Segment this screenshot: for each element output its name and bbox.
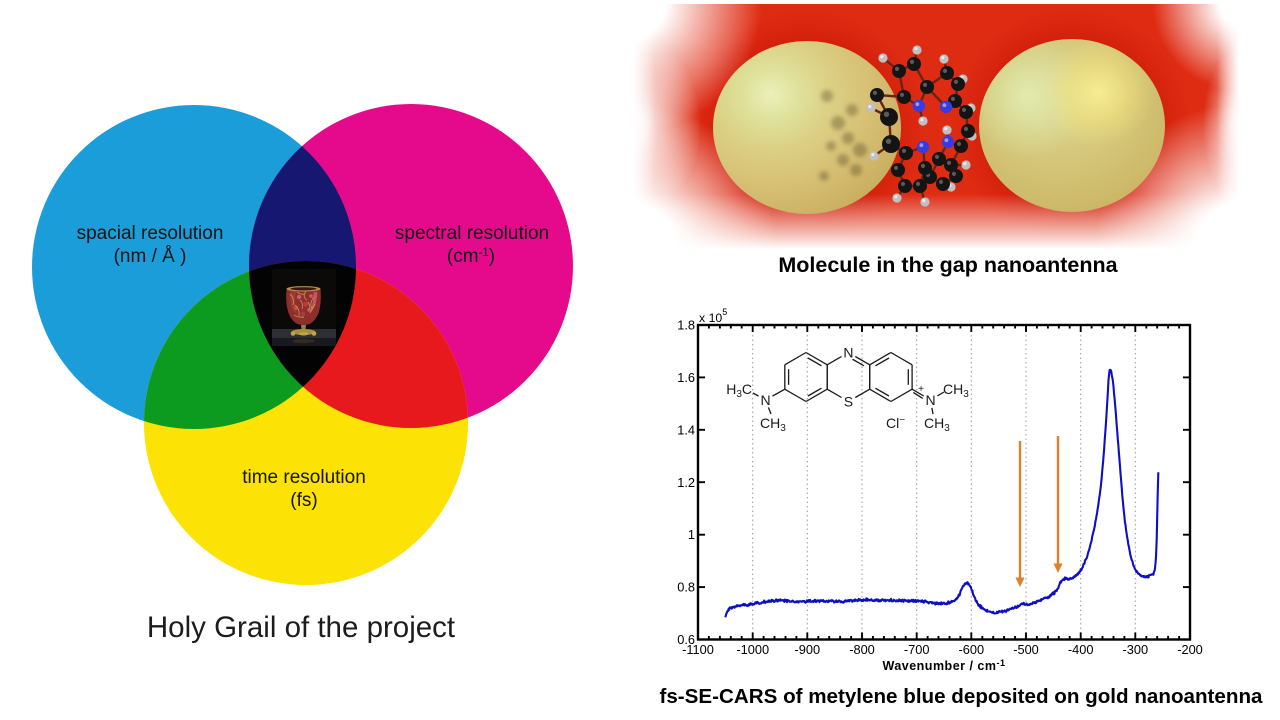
svg-text:-500: -500 [1013, 642, 1039, 657]
svg-text:CH3: CH3 [924, 415, 950, 434]
svg-text:+: + [918, 384, 924, 395]
svg-text:-600: -600 [958, 642, 984, 657]
svg-text:Holy Grail of the project: Holy Grail of the project [147, 611, 455, 644]
svg-text:0.6: 0.6 [677, 632, 695, 647]
svg-text:-1000: -1000 [736, 642, 769, 657]
svg-text:1.4: 1.4 [677, 422, 695, 437]
svg-text:0.8: 0.8 [677, 580, 695, 595]
svg-text:(nm / Å ): (nm / Å ) [114, 246, 187, 267]
svg-text:1: 1 [688, 527, 695, 542]
svg-text:S: S [844, 394, 853, 410]
svg-text:N: N [760, 392, 770, 408]
svg-text:CH3: CH3 [760, 415, 786, 434]
svg-text:1.8: 1.8 [677, 318, 695, 333]
svg-text:spectral resolution: spectral resolution [395, 223, 549, 244]
svg-text:-800: -800 [849, 642, 875, 657]
svg-text:-700: -700 [904, 642, 930, 657]
svg-text:N: N [843, 345, 853, 361]
svg-text:1.6: 1.6 [677, 370, 695, 385]
svg-text:-200: -200 [1177, 642, 1203, 657]
svg-text:-400: -400 [1068, 642, 1094, 657]
svg-text:x 105: x 105 [699, 307, 727, 325]
svg-text:Cl−: Cl− [886, 415, 905, 431]
svg-text:H3C: H3C [726, 381, 752, 400]
svg-text:Wavenumber / cm-1: Wavenumber / cm-1 [882, 658, 1005, 673]
svg-text:-900: -900 [794, 642, 820, 657]
svg-text:-300: -300 [1122, 642, 1148, 657]
svg-text:CH3: CH3 [943, 381, 969, 400]
svg-text:1.2: 1.2 [677, 475, 695, 490]
svg-text:time resolution: time resolution [242, 467, 366, 488]
svg-text:N: N [925, 392, 935, 408]
svg-text:-1100: -1100 [682, 642, 714, 657]
svg-text:spacial resolution: spacial resolution [77, 223, 224, 244]
svg-text:(fs): (fs) [290, 490, 317, 511]
